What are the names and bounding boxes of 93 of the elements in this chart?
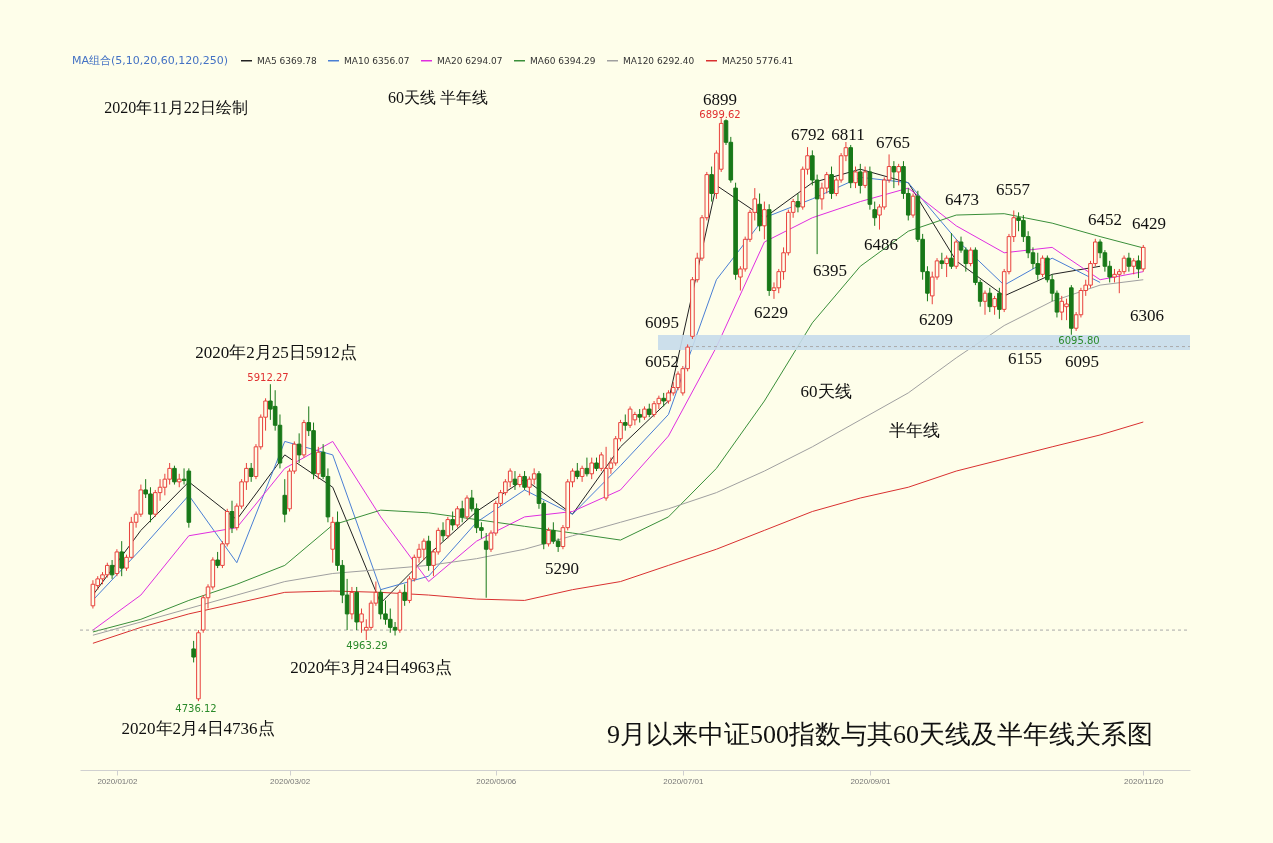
text: 4736.12 [175, 703, 217, 714]
candlestick [387, 608, 393, 634]
candlestick [891, 160, 897, 189]
candlestick [997, 287, 1002, 320]
annotation: 5290 [545, 559, 579, 578]
candlestick [632, 411, 638, 426]
candlestick [795, 192, 801, 213]
annotation: 6429 [1132, 214, 1166, 233]
candlestick [191, 640, 196, 663]
x-tick-label: 2020/05/06 [476, 776, 517, 786]
candlestick [464, 494, 470, 521]
candlestick [757, 192, 762, 232]
annotation: 6155 [1008, 349, 1042, 368]
text: 6899 [703, 90, 737, 109]
candlestick [402, 583, 407, 607]
candlestick [248, 462, 254, 483]
candlestick [987, 287, 993, 313]
candlestick [1136, 254, 1141, 279]
candlestick [853, 166, 858, 189]
legend-label: MA10 6356.07 [344, 55, 410, 66]
candlestick [316, 446, 321, 480]
candlestick [584, 457, 590, 477]
candlestick [1059, 295, 1065, 321]
annotation: 6229 [754, 303, 788, 322]
annotation: 6486 [864, 235, 898, 254]
candlestick [992, 295, 997, 316]
annotation: 6765 [876, 133, 910, 152]
annotation: 半年线 [888, 421, 940, 440]
candlestick [862, 166, 868, 189]
candlestick [450, 511, 455, 531]
candlestick [455, 505, 460, 529]
candlestick [858, 163, 863, 194]
annotation: 6095 [1065, 352, 1099, 371]
candlestick [944, 254, 949, 278]
ref-line-label: 6052 [645, 352, 679, 371]
legend-label: MA20 6294.07 [437, 55, 503, 66]
annotation: 6395 [813, 261, 847, 280]
annotation: 4963.29 [346, 640, 388, 651]
candlestick [119, 540, 124, 577]
candlestick [282, 478, 288, 523]
candlestick [896, 163, 901, 186]
annotation: 6209 [919, 310, 953, 329]
candlestick [949, 232, 954, 270]
x-tick-label: 2020/07/01 [663, 776, 704, 786]
x-tick-label: 2020/01/02 [97, 776, 138, 786]
band-label: 6095 [645, 313, 679, 332]
candlestick [1040, 254, 1045, 278]
annotation: 6792 [791, 125, 825, 144]
annotation: 6473 [945, 190, 979, 209]
candlestick [762, 201, 767, 240]
annotation: 6557 [996, 180, 1031, 199]
legend-label: MA250 5776.41 [722, 55, 794, 66]
x-tick-label: 2020/09/01 [850, 776, 891, 786]
text: 60天线 半年线 [388, 89, 488, 106]
candlestick [421, 537, 427, 561]
annotation: 5912.27 [247, 372, 289, 383]
legend-label: MA120 6292.40 [623, 55, 695, 66]
candlestick [359, 608, 364, 634]
candlestick [1140, 244, 1146, 273]
candlestick [172, 465, 177, 486]
candlestick [114, 548, 120, 577]
annotation: 6095.80 [1058, 335, 1100, 346]
candlestick [829, 166, 834, 200]
candlestick [483, 532, 489, 599]
annotation: 6452 [1088, 210, 1122, 229]
legend-label: MA60 6394.29 [530, 55, 596, 66]
candlestick [296, 432, 302, 464]
candlestick [392, 621, 398, 636]
annotation: 60天线 [800, 382, 852, 401]
annotation: 6811 [831, 125, 865, 144]
candlestick [522, 470, 527, 491]
candlestick [445, 516, 451, 539]
legend-label: MA5 6369.78 [257, 55, 317, 66]
annotation: 6899.62 [699, 109, 741, 120]
candlestick [90, 579, 96, 610]
candlestick [968, 246, 973, 267]
candlestick [1126, 252, 1132, 273]
candlestick [1121, 254, 1127, 275]
annotation: 2020年3月24日4963点 [290, 658, 452, 677]
text: MA组合(5,10,20,60,120,250) [71, 54, 229, 67]
candlestick [627, 405, 633, 429]
candlestick [349, 586, 355, 620]
text: 2020年2月4日4736点 [121, 719, 275, 738]
text: 9月以来中证500指数与其60天线及半年线关系图 [607, 720, 1153, 749]
candlestick [675, 370, 681, 391]
text: 2020年11月22日绘制 [104, 99, 248, 116]
x-tick-label: 2020/03/02 [270, 776, 311, 786]
annotation: 6306 [1130, 306, 1164, 325]
x-tick-label: 2020/11/20 [1124, 776, 1165, 786]
annotation: 2020年2月25日5912点 [195, 343, 357, 362]
candlestick [546, 527, 551, 548]
candlestick [459, 500, 465, 523]
candlestick [709, 166, 714, 203]
